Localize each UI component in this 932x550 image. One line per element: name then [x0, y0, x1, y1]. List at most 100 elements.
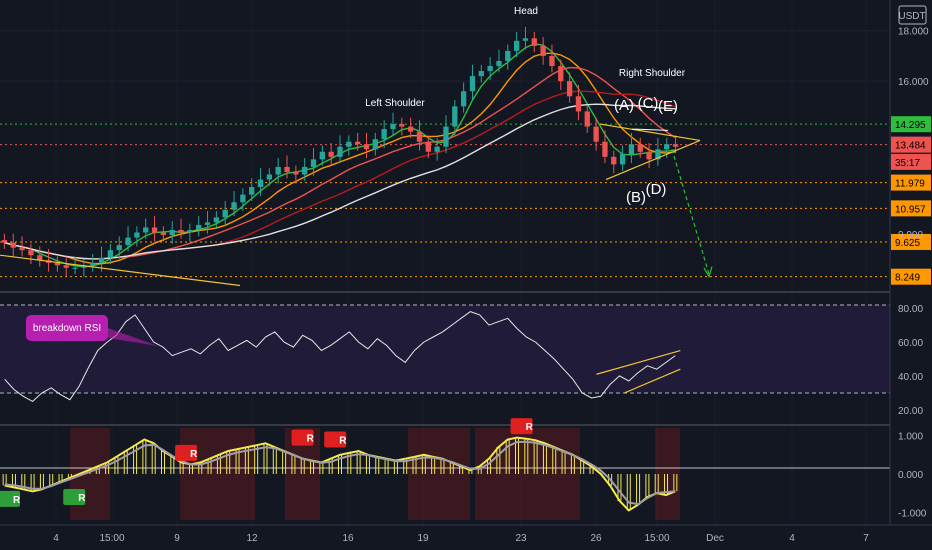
candle-body[interactable] [399, 124, 405, 127]
candle-body[interactable] [363, 144, 370, 150]
candle-body[interactable] [63, 265, 69, 268]
candle-body[interactable] [416, 131, 423, 142]
candle-body[interactable] [434, 146, 440, 152]
candle-body[interactable] [187, 229, 193, 233]
candle-body[interactable] [1, 240, 8, 243]
rsi-trend-line[interactable] [624, 368, 681, 394]
candle-body[interactable] [275, 166, 281, 175]
signal-marker-label: R [307, 434, 315, 445]
rsi-trend-line[interactable] [596, 349, 681, 375]
candle-body[interactable] [408, 126, 414, 132]
candle-body[interactable] [487, 66, 493, 72]
candle-body[interactable] [196, 224, 202, 230]
candle-body[interactable] [204, 222, 211, 225]
candle-body[interactable] [116, 245, 122, 251]
candle-body[interactable] [390, 124, 396, 130]
candle-body[interactable] [90, 262, 96, 266]
candle-body[interactable] [143, 227, 149, 233]
candle-body[interactable] [655, 149, 661, 160]
candle-body[interactable] [319, 151, 325, 160]
candle-body[interactable] [107, 250, 114, 258]
candle-body[interactable] [178, 229, 184, 233]
candle-body[interactable] [646, 151, 652, 160]
candle-body[interactable] [37, 255, 43, 261]
signal-marker[interactable] [291, 429, 314, 446]
candle-body[interactable] [372, 139, 378, 150]
candle-body[interactable] [469, 76, 476, 92]
candle-body[interactable] [558, 66, 564, 82]
candle-body[interactable] [293, 171, 299, 175]
candle-body[interactable] [266, 174, 272, 180]
candle-body[interactable] [522, 38, 529, 41]
time-axis[interactable]: 4 15:00 9 12 16 19 23 26 15:00 Dec 4 7 [0, 524, 932, 544]
neckline[interactable] [631, 128, 669, 131]
candle-body[interactable] [249, 187, 255, 195]
candle-body[interactable] [637, 144, 643, 152]
candle-body[interactable] [222, 209, 228, 218]
candle-body[interactable] [134, 232, 140, 238]
signal-marker[interactable] [0, 490, 20, 507]
candle-body[interactable] [478, 71, 484, 77]
candle-body[interactable] [452, 106, 458, 127]
candle-body[interactable] [81, 265, 87, 268]
price-axis[interactable]: USDT 18.000 16.000 14.295 13.484 35:17 11.97… [889, 0, 931, 525]
candle-body[interactable] [328, 151, 334, 157]
candle-body[interactable] [346, 141, 352, 147]
candle-body[interactable] [54, 262, 61, 266]
candle-body[interactable] [240, 194, 246, 203]
signal-marker[interactable] [510, 418, 533, 435]
candle-body[interactable] [28, 250, 34, 256]
candle-body[interactable] [160, 232, 167, 236]
rsi-callout-pointer [108, 328, 158, 346]
candle-body[interactable] [664, 144, 670, 150]
candle-body[interactable] [213, 217, 220, 223]
candle-body[interactable] [231, 202, 237, 210]
candle-body[interactable] [169, 229, 175, 236]
candle-body[interactable] [549, 55, 555, 67]
candle-body[interactable] [575, 96, 582, 112]
rsi-trend-lines[interactable] [596, 349, 681, 394]
candle-body[interactable] [355, 141, 361, 145]
candle-body[interactable] [302, 166, 308, 175]
candle-body[interactable] [619, 154, 626, 165]
candle-body[interactable] [257, 179, 264, 188]
candle-body[interactable] [284, 166, 290, 172]
candle-body[interactable] [10, 242, 16, 248]
candle-body[interactable] [505, 50, 511, 61]
candle-body[interactable] [125, 237, 131, 246]
price-tag [891, 136, 931, 153]
candle-body[interactable] [337, 146, 343, 157]
projection-arrow[interactable] [671, 149, 710, 275]
candle-body[interactable] [584, 111, 590, 127]
trend-line[interactable] [0, 254, 241, 287]
candle-body[interactable] [98, 257, 105, 263]
candle-body[interactable] [540, 45, 546, 56]
signal-marker[interactable] [175, 444, 198, 461]
candle-body[interactable] [443, 126, 449, 147]
triangle-lower-line[interactable] [605, 139, 701, 181]
candle-body[interactable] [72, 267, 78, 269]
candle-body[interactable] [151, 227, 158, 233]
candle-body[interactable] [531, 38, 537, 46]
candle-body[interactable] [19, 247, 25, 251]
candle-body[interactable] [611, 156, 617, 165]
currency-badge[interactable] [898, 5, 927, 25]
candle-body[interactable] [425, 141, 431, 152]
candle-body[interactable] [602, 141, 608, 157]
candles[interactable] [1, 26, 679, 277]
rsi-callout-box[interactable] [26, 315, 108, 341]
candle-body[interactable] [566, 81, 573, 97]
candle-body[interactable] [672, 144, 679, 147]
candle-body[interactable] [513, 40, 520, 51]
oscillator-signals[interactable]: R R R R R R [0, 418, 534, 507]
signal-marker[interactable] [324, 431, 347, 448]
signal-marker[interactable] [63, 489, 86, 505]
candle-body[interactable] [381, 129, 387, 140]
candle-body[interactable] [460, 91, 467, 107]
candle-body[interactable] [593, 126, 599, 142]
pattern-drawings[interactable] [0, 123, 713, 287]
candle-body[interactable] [628, 144, 635, 155]
triangle-upper-line[interactable] [599, 123, 701, 142]
candle-body[interactable] [310, 159, 317, 167]
candle-body[interactable] [496, 60, 502, 67]
